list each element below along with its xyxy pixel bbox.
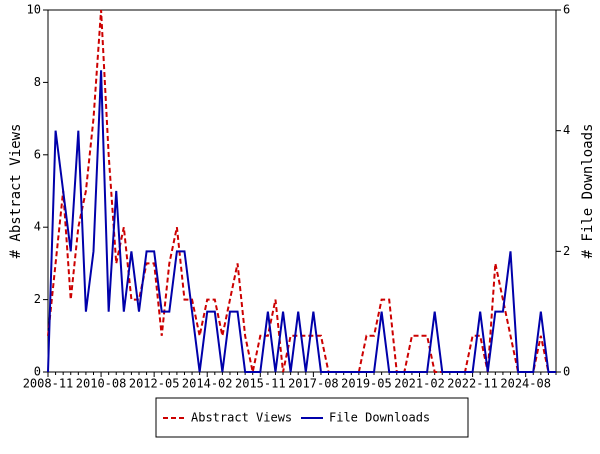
series-line	[47, 70, 556, 373]
x-tick-label: 2019-05	[341, 377, 392, 391]
x-tick-label: 2022-11	[447, 377, 498, 391]
legend	[155, 397, 469, 438]
y-axis-label: # Abstract Views	[8, 124, 24, 259]
y-tick-label: 2	[34, 292, 41, 306]
x-tick-label: 2012-05	[129, 377, 180, 391]
x-tick-label: 2008-11	[23, 377, 74, 391]
y2-tick-label: 2	[563, 244, 570, 258]
legend-label: Abstract Views	[191, 411, 292, 425]
plot-frame	[47, 9, 557, 373]
x-tick-label: 2017-08	[288, 377, 339, 391]
legend-label: File Downloads	[329, 411, 430, 425]
y-tick-label: 0	[34, 365, 41, 379]
x-tick-label: 2014-02	[182, 377, 233, 391]
x-tick-label: 2010-08	[76, 377, 127, 391]
y2-tick-label: 6	[563, 3, 570, 17]
x-tick-label: 2024-08	[500, 377, 551, 391]
x-tick-label: 2021-02	[394, 377, 445, 391]
y2-axis-label: # File Downloads	[580, 124, 596, 259]
y-tick-label: 10	[27, 3, 41, 17]
y-tick-label: 4	[34, 220, 41, 234]
y-tick-label: 8	[34, 75, 41, 89]
y2-tick-label: 4	[563, 123, 570, 137]
y2-tick-label: 0	[563, 365, 570, 379]
x-tick-label: 2015-11	[235, 377, 286, 391]
y-tick-label: 6	[34, 147, 41, 161]
